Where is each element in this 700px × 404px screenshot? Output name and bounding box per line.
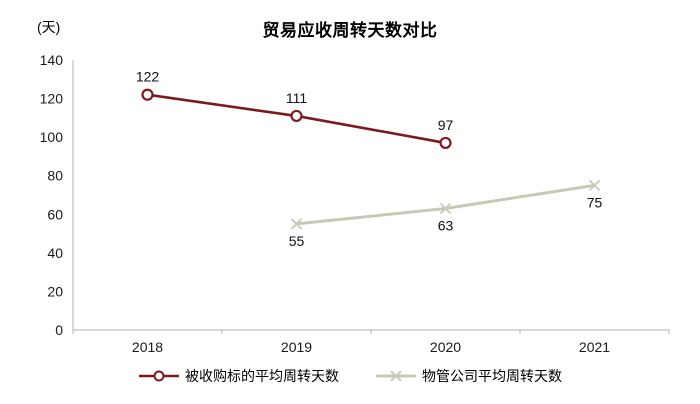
y-axis-tick-label: 60 — [47, 206, 63, 222]
data-label: 122 — [136, 69, 160, 85]
legend-line-circle-marker-icon — [139, 370, 179, 382]
data-label: 97 — [438, 117, 454, 133]
y-axis-tick-label: 0 — [55, 322, 63, 338]
circle-marker-icon — [141, 88, 154, 101]
x-axis-tick-label: 2019 — [281, 339, 312, 355]
chart-title: 贸易应收周转天数对比 — [262, 21, 438, 40]
y-axis-tick-label: 80 — [47, 168, 63, 184]
data-label: 75 — [587, 194, 603, 210]
legend-line-x-marker-icon — [376, 370, 416, 382]
legend-item-property-management: 物管公司平均周转天数 — [375, 366, 562, 386]
x-axis-tick-label: 2021 — [579, 339, 610, 355]
y-axis-unit-label: (天) — [37, 19, 61, 35]
y-axis-tick-label: 40 — [47, 245, 63, 261]
data-label: 63 — [438, 218, 454, 234]
axis-lines — [72, 60, 669, 331]
x-axis-tick-label: 2020 — [430, 339, 461, 355]
circle-marker-icon — [439, 136, 452, 150]
x-marker-icon — [588, 179, 601, 191]
legend-label-acquired-targets: 被收购标的平均周转天数 — [185, 368, 339, 384]
y-axis-tick-label: 140 — [40, 52, 64, 68]
x-marker-icon — [439, 202, 452, 215]
data-label: 55 — [289, 233, 305, 249]
x-axis-tick-label: 2018 — [132, 339, 163, 355]
y-axis-tick-label: 20 — [47, 283, 63, 299]
x-marker-icon — [290, 218, 303, 230]
circle-marker-icon — [290, 109, 303, 123]
y-axis-tick-label: 120 — [40, 91, 64, 107]
y-axis-tick-label: 100 — [40, 129, 64, 145]
legend-item-acquired-targets: 被收购标的平均周转天数 — [138, 366, 339, 386]
legend-label-property-management: 物管公司平均周转天数 — [422, 368, 562, 384]
legend: 被收购标的平均周转天数 物管公司平均周转天数 — [0, 365, 700, 387]
data-label: 111 — [286, 90, 307, 106]
plot-area: 0 20 40 60 80 100 120 140 2018 2019 2020 2021 122 111… — [40, 52, 670, 355]
